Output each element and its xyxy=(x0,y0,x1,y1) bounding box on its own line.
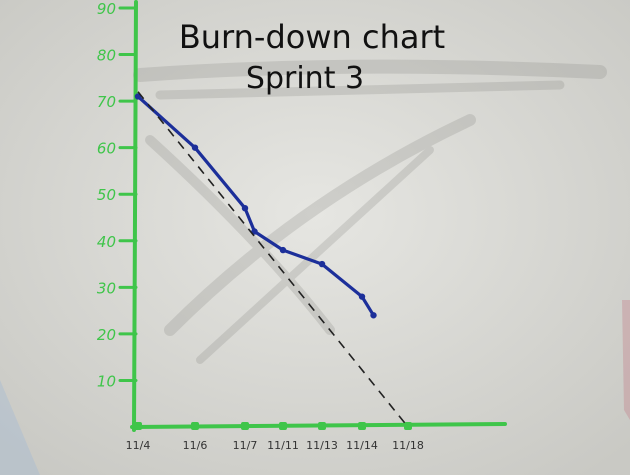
actual-data-point xyxy=(191,144,199,151)
y-tick-label: 80 xyxy=(97,47,116,65)
x-tick-label: 11/7 xyxy=(233,439,258,452)
x-tick-label: 11/13 xyxy=(306,439,338,452)
x-tick-mark xyxy=(279,422,287,430)
actual-data-point xyxy=(279,246,287,254)
chart-title: Burn-down chart xyxy=(179,18,445,56)
actual-data-point xyxy=(370,312,377,319)
chart-subtitle: Sprint 3 xyxy=(246,61,364,96)
ideal-burndown-line xyxy=(137,91,409,428)
actual-data-point xyxy=(358,293,366,300)
y-tick-label: 90 xyxy=(97,0,116,18)
y-tick-label: 50 xyxy=(97,186,116,204)
x-tick-mark xyxy=(191,422,199,430)
x-tick-label: 11/11 xyxy=(267,439,299,452)
x-tick-mark xyxy=(241,422,249,430)
x-tick-label: 11/4 xyxy=(126,439,151,452)
y-tick-label: 40 xyxy=(97,233,116,251)
actual-data-point xyxy=(318,260,326,268)
y-tick-label: 10 xyxy=(97,372,116,390)
x-tick-label: 11/6 xyxy=(183,439,208,452)
y-tick-label: 70 xyxy=(97,93,116,111)
actual-data-point xyxy=(251,228,258,235)
x-tick-mark xyxy=(358,422,366,430)
eraser-smudges xyxy=(133,59,607,364)
y-tick-label: 20 xyxy=(97,326,116,344)
y-axis-group: 10 20 30 40 50 60 70 80 90 xyxy=(97,0,138,432)
series-group xyxy=(134,91,409,428)
edge-stain xyxy=(0,300,630,475)
y-tick-label: 60 xyxy=(97,140,116,158)
actual-data-point xyxy=(241,204,249,212)
y-axis-line xyxy=(132,0,138,432)
x-tick-label: 11/14 xyxy=(346,439,378,452)
actual-burndown-line xyxy=(136,94,376,317)
y-tick-label: 30 xyxy=(97,279,116,297)
x-tick-mark xyxy=(404,422,412,430)
x-axis-group: 11/4 11/6 11/7 11/11 11/13 11/14 11/18 xyxy=(126,422,507,452)
x-tick-mark xyxy=(134,422,142,430)
x-tick-mark xyxy=(318,422,326,430)
x-tick-label: 11/18 xyxy=(392,439,424,452)
